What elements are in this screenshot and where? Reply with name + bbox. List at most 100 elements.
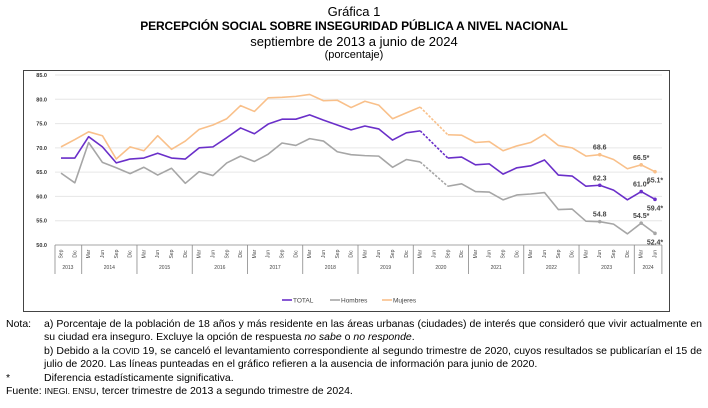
x-tick-label: Dic (128, 250, 134, 258)
year-label: 2014 (104, 265, 115, 271)
x-tick-label: Mar (307, 249, 313, 258)
series-line-hombres (447, 183, 656, 235)
x-tick-label: Jun (653, 250, 659, 258)
y-tick-label: 55.0 (36, 219, 47, 225)
x-tick-label: Dic (72, 250, 78, 258)
note-b-text2: 19, se canceló el levantamiento correspo… (44, 344, 702, 371)
note-a-text2: o (341, 331, 354, 344)
note-label: Nota: (6, 318, 32, 330)
x-tick-label: Jun (266, 250, 272, 258)
series-gap-dashed-total (419, 130, 449, 159)
x-tick-label: Sep (335, 249, 341, 258)
data-point-mujeres (639, 163, 643, 167)
year-label: 2022 (546, 265, 557, 271)
x-tick-label: Mar (528, 249, 534, 258)
x-tick-label: Mar (362, 249, 368, 258)
data-point-hombres (653, 231, 657, 236)
chart-unit: (porcentaje) (324, 49, 384, 61)
source-org: INEGI. ENSU (44, 386, 97, 397)
x-tick-label: Dic (183, 250, 189, 258)
x-tick-label: Jun (431, 250, 437, 258)
series-line-total (61, 114, 421, 164)
y-tick-label: 80.0 (36, 97, 47, 103)
note-b: b) Debido a la COVID 19, se canceló el l… (6, 345, 702, 372)
x-tick-label: Sep (114, 249, 120, 258)
x-tick-label: Sep (169, 249, 175, 258)
chart-notes: Nota: a) Porcentaje de la población de 1… (6, 318, 702, 398)
year-label: 2015 (159, 265, 170, 271)
year-label: 2023 (601, 265, 612, 271)
x-tick-label: Sep (501, 249, 507, 258)
x-tick-label: Jun (321, 250, 327, 258)
chart-subtitle: septiembre de 2013 a junio de 2024 (250, 34, 458, 49)
x-tick-label: Sep (280, 249, 286, 258)
year-label: 2017 (270, 265, 281, 271)
x-tick-label: Dic (349, 250, 355, 258)
x-tick-label: Sep (445, 249, 451, 258)
x-tick-label: Mar (252, 249, 258, 258)
chart-header: Gráfica 1 PERCEPCIÓN SOCIAL SOBRE INSEGU… (0, 4, 708, 62)
source-label: Fuente: (6, 385, 42, 398)
series-gap-dashed-mujeres (419, 106, 449, 136)
x-tick-label: Dic (625, 250, 631, 258)
data-label-hombres: 54.5* (633, 213, 650, 220)
x-tick-label: Sep (390, 249, 396, 258)
note-b-text: b) Debido a la (44, 344, 113, 357)
year-label: 2020 (435, 265, 446, 271)
note-star-text: Diferencia estadísticamente significativ… (44, 371, 234, 384)
x-tick-label: Jun (100, 250, 106, 258)
note-a-text3: . (411, 331, 415, 344)
x-tick-label: Jun (597, 250, 603, 258)
x-tick-label: Jun (542, 250, 548, 258)
x-tick-label: Sep (556, 249, 562, 258)
x-tick-label: Dic (293, 250, 299, 258)
year-label: 2016 (214, 265, 225, 271)
x-tick-label: Mar (473, 249, 479, 258)
data-label-total: 62.3 (593, 175, 607, 182)
x-tick-label: Jun (210, 250, 216, 258)
series-line-hombres (60, 137, 421, 185)
chart-title: PERCEPCIÓN SOCIAL SOBRE INSEGURIDAD PÚBL… (140, 19, 568, 33)
data-label-total: 61.0* (633, 182, 650, 189)
note-a-text: a) Porcentaje de la población de 18 años… (44, 318, 702, 344)
data-point-total (639, 189, 643, 194)
y-tick-label: 75.0 (36, 122, 47, 128)
series-line-mujeres (60, 93, 421, 160)
x-tick-label: Jun (376, 250, 382, 258)
note-a: Nota: a) Porcentaje de la población de 1… (6, 318, 702, 345)
x-tick-label: Mar (418, 249, 424, 258)
chart-frame (23, 70, 670, 312)
x-tick-label: Mar (583, 249, 589, 258)
x-tick-label: Dic (459, 250, 465, 258)
y-tick-label: 65.0 (36, 170, 47, 176)
data-point-mujeres (653, 169, 657, 174)
data-label-mujeres: 66.5* (633, 155, 650, 162)
legend-label: Hombres (341, 298, 368, 305)
legend-label: Mujeres (393, 298, 417, 305)
data-point-mujeres (597, 152, 602, 157)
data-label-hombres: 54.8 (593, 212, 607, 219)
x-tick-label: Sep (611, 249, 617, 258)
x-tick-label: Mar (639, 249, 645, 258)
data-label-mujeres: 65.1* (647, 178, 664, 185)
note-a-em2: no responde (353, 331, 412, 344)
x-tick-label: Mar (86, 249, 92, 258)
x-tick-label: Dic (514, 250, 520, 258)
x-tick-label: Jun (155, 250, 161, 258)
series-line-total (447, 156, 656, 201)
x-tick-label: Dic (404, 250, 410, 258)
series-gap-dashed-hombres (419, 161, 449, 187)
note-b-spacer (6, 345, 44, 372)
data-point-total (653, 197, 657, 202)
data-label-hombres: 52.4* (647, 239, 664, 246)
y-tick-label: 60.0 (36, 194, 47, 200)
x-tick-label: Sep (224, 249, 230, 258)
data-label-mujeres: 68.6 (593, 145, 607, 152)
x-tick-label: Sep (59, 249, 65, 258)
x-tick-label: Dic (238, 250, 244, 258)
legend-label: TOTAL (293, 298, 314, 305)
x-tick-label: Mar (141, 249, 147, 258)
x-tick-label: Mar (197, 249, 203, 258)
note-star: * Diferencia estadísticamente significat… (6, 372, 702, 385)
